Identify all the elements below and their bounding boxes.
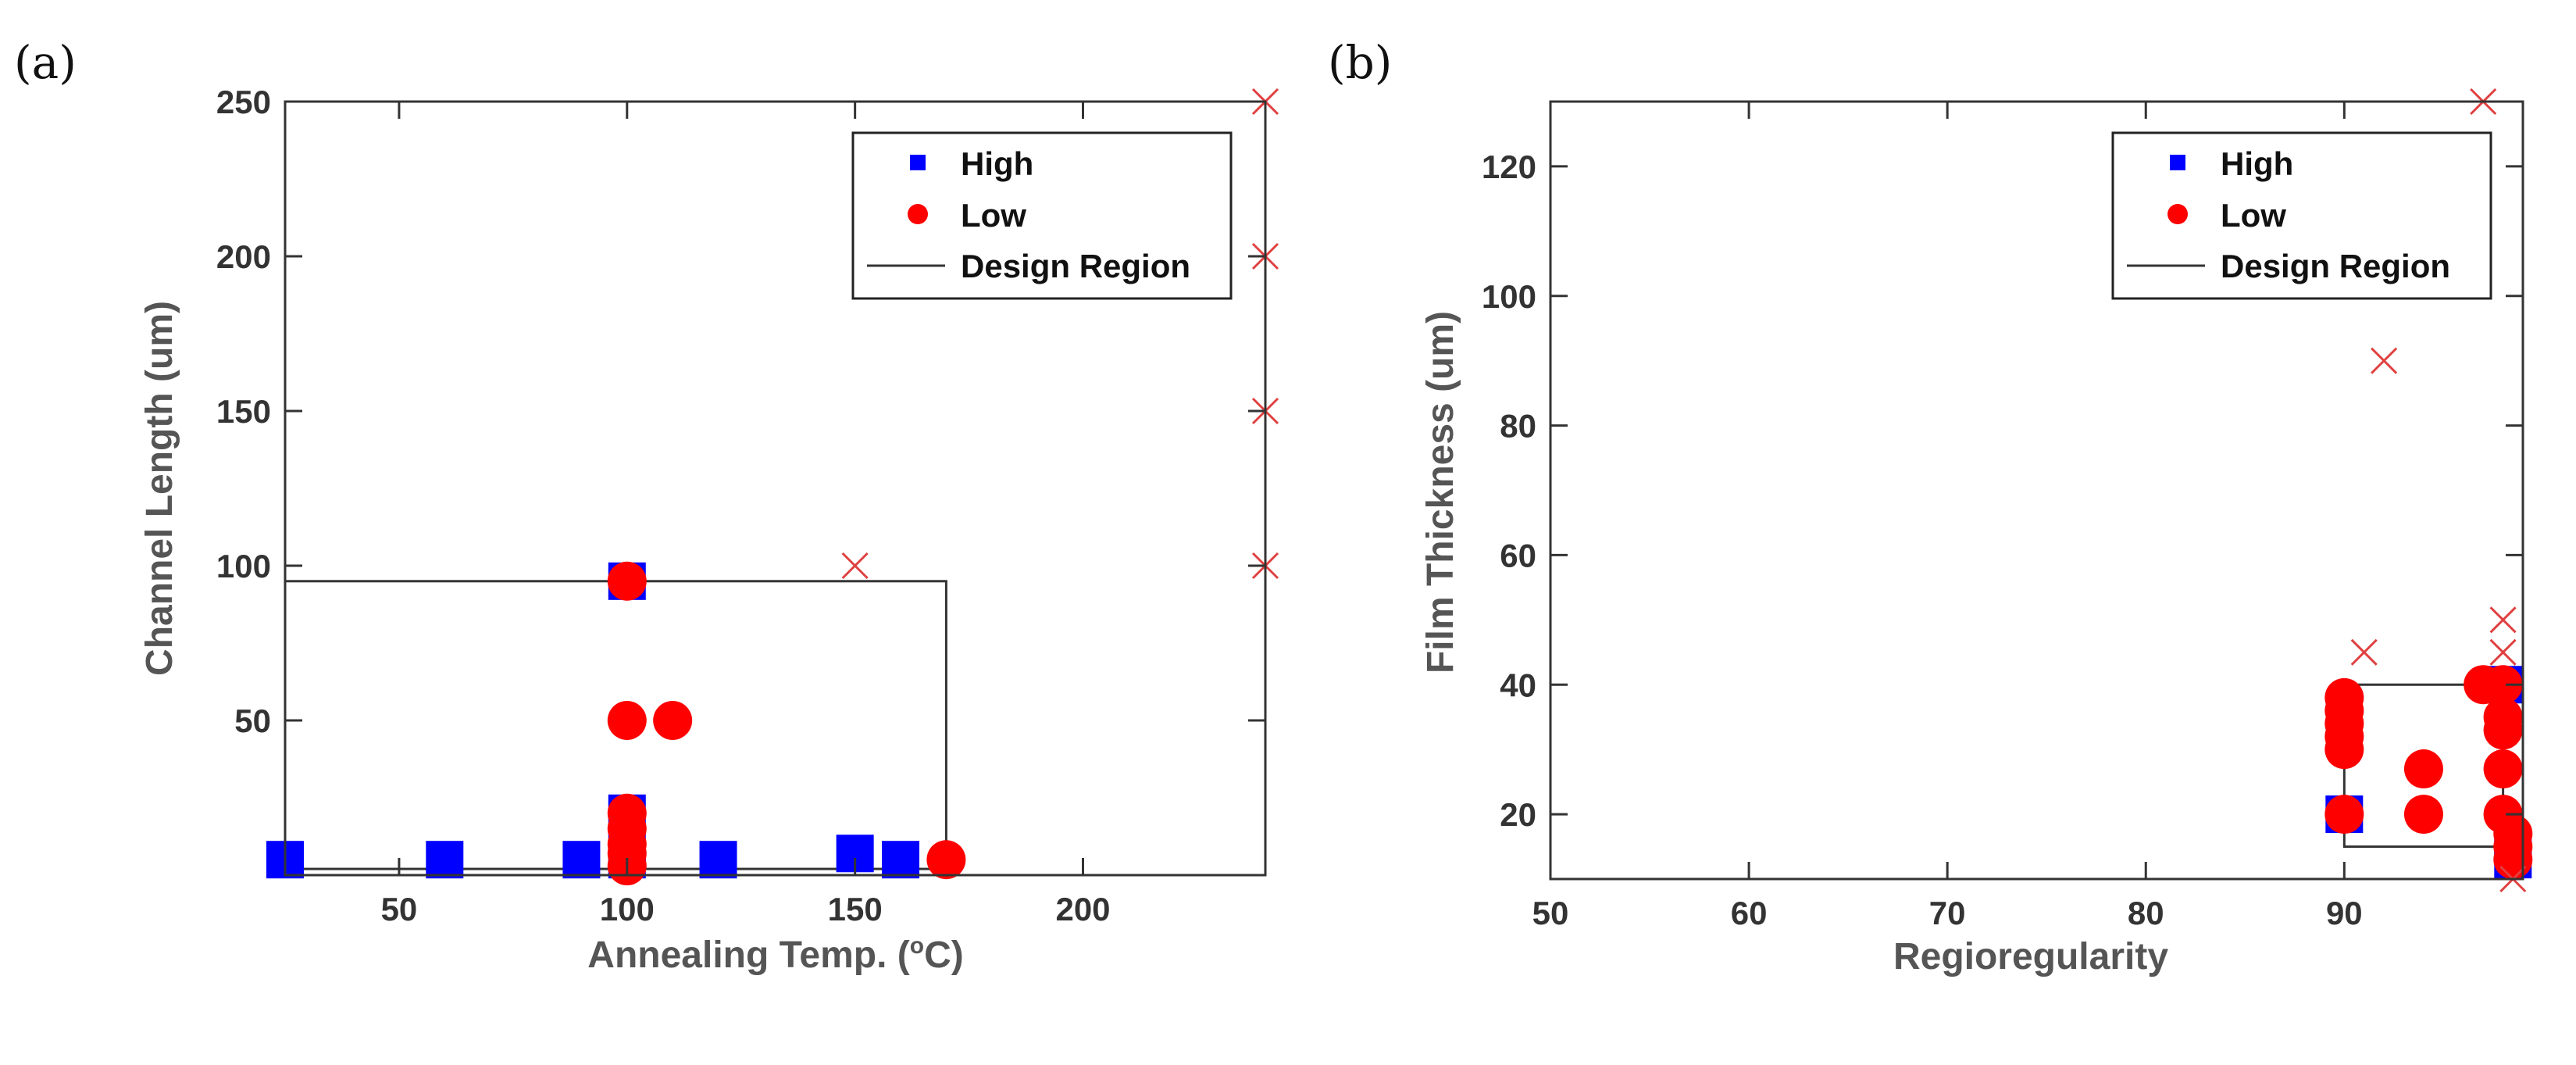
legend-design-label-b: Design Region	[2221, 248, 2450, 284]
legend-a: High Low Design Region	[851, 131, 1233, 300]
low-point-b	[2403, 795, 2443, 834]
panel-label-b: (b)	[1328, 36, 1392, 89]
low-point-a	[653, 701, 693, 740]
excluded-point-b	[2489, 638, 2517, 666]
plot-frame-a	[284, 100, 1267, 877]
y-axis-label-b: Film Thickness (um)	[1420, 311, 1461, 674]
panel-label-a: (a)	[14, 36, 77, 89]
high-point-a	[562, 841, 601, 879]
x-tick-label-b: 60	[1731, 895, 1768, 931]
legend-low-marker-a	[908, 204, 928, 224]
low-point-b	[2483, 665, 2523, 705]
high-point-a	[426, 841, 464, 879]
y-tick-label-b: 20	[1500, 796, 1536, 833]
x-tick-label-b: 90	[2326, 895, 2363, 931]
low-point-b	[2483, 749, 2523, 789]
y-tick-label-b: 40	[1500, 667, 1536, 703]
y-tick-label-a: 100	[216, 548, 271, 584]
x-tick-label-a: 100	[600, 891, 655, 927]
x-tick-label-b: 70	[1929, 895, 1966, 931]
excluded-point-a	[841, 552, 869, 580]
y-tick-label-a: 200	[216, 238, 271, 275]
legend-high-marker-b	[2170, 155, 2185, 170]
y-axis-label-a: Channel Length (um)	[139, 301, 180, 676]
low-point-b	[2483, 710, 2523, 750]
y-tick-label-b: 120	[1482, 148, 1536, 185]
y-tick-label-b: 80	[1500, 408, 1536, 445]
y-tick-label-b: 100	[1482, 278, 1536, 315]
y-tick-label-a: 250	[216, 84, 271, 120]
x-axis-label-a: Annealing Temp. (oC)	[587, 933, 963, 976]
x-tick-label-a: 50	[381, 891, 418, 927]
low-point-b	[2493, 840, 2533, 880]
low-point-a	[607, 701, 647, 740]
x-tick-label-b: 80	[2128, 895, 2164, 931]
legend-high-label-a: High	[961, 145, 1033, 182]
y-tick-label-a: 150	[216, 393, 271, 430]
y-tick-label-a: 50	[234, 702, 271, 739]
excluded-point-b	[2489, 606, 2517, 634]
low-point-b	[2324, 730, 2364, 770]
legend-low-label-b: Low	[2221, 197, 2286, 234]
low-point-b	[2324, 795, 2364, 834]
low-point-a	[607, 561, 647, 601]
y-tick-label-b: 60	[1500, 537, 1536, 574]
legend-high-marker-a	[910, 155, 926, 170]
excluded-point-b	[2350, 638, 2378, 666]
legend-low-label-a: Low	[961, 197, 1026, 234]
legend-high-label-b: High	[2221, 145, 2293, 182]
x-axis-label-b: Regioregularity	[1893, 936, 2168, 977]
legend-b: High Low Design Region	[2111, 131, 2492, 300]
x-tick-label-b: 50	[1532, 895, 1569, 931]
low-point-a	[926, 840, 966, 880]
low-point-b	[2403, 749, 2443, 789]
high-point-a	[699, 841, 737, 879]
high-point-a	[882, 841, 920, 879]
legend-low-marker-b	[2167, 204, 2188, 224]
panel-b: (b) 50 60 70 80 90 20 40 60 80 100 120 Regioregula…	[1328, 36, 2533, 977]
x-tick-label-a: 150	[828, 891, 883, 927]
plot-frame-b	[1549, 100, 2524, 881]
panel-a: (a) 50 100 150 200 50 100 150 200 250 Annealing …	[14, 36, 1279, 976]
excluded-point-b	[2371, 347, 2398, 374]
legend-design-label-a: Design Region	[961, 248, 1190, 284]
x-tick-label-a: 200	[1055, 891, 1110, 927]
